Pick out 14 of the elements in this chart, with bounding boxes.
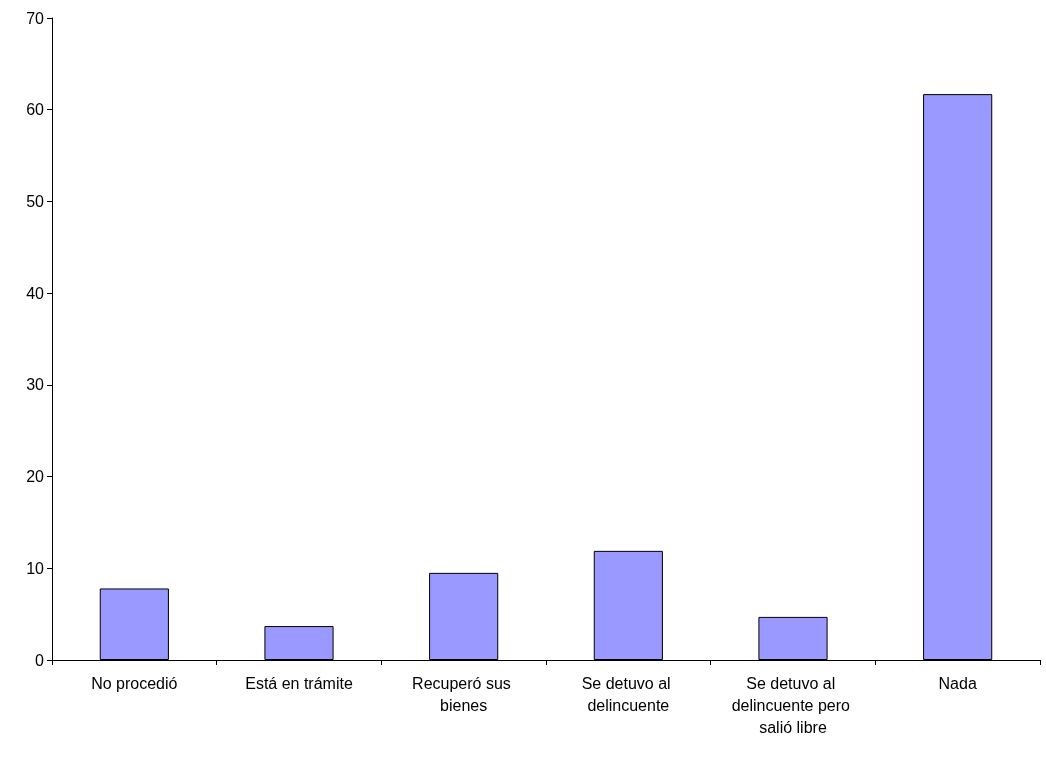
y-tick-label: 0 <box>35 651 45 669</box>
y-tick-label: 10 <box>26 559 45 577</box>
y-tick-label: 50 <box>26 192 45 210</box>
x-tick-label: Se detuvo al delincuente pero salió libre <box>731 674 855 736</box>
x-tick-label: Se detuvo al delincuente <box>581 674 676 714</box>
x-tick-label: Está en trámite <box>245 674 353 692</box>
y-tick-label: 60 <box>26 101 45 119</box>
x-tick-label: Recuperó sus bienes <box>412 674 516 714</box>
y-tick-label: 40 <box>26 284 45 302</box>
x-tick-label: No procedió <box>91 674 178 692</box>
y-tick-label: 20 <box>26 468 45 486</box>
y-tick-label: 30 <box>26 376 45 394</box>
y-tick-label: 70 <box>26 9 45 27</box>
x-tick-label: Nada <box>938 674 977 692</box>
